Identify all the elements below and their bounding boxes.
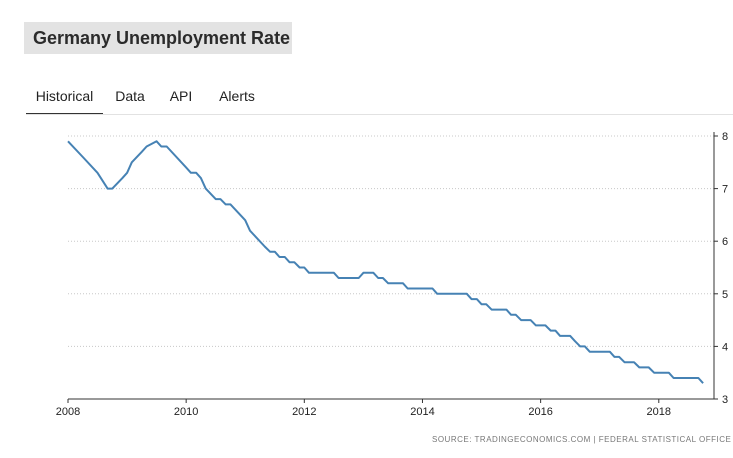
gridlines	[68, 135, 714, 347]
tab-api[interactable]: API	[169, 88, 193, 104]
x-tick-label: 2008	[56, 406, 80, 418]
tab-alerts[interactable]: Alerts	[219, 88, 255, 104]
x-tick-label: 2016	[528, 406, 552, 418]
tab-data[interactable]: Data	[115, 88, 145, 104]
y-tick-label: 5	[722, 289, 728, 301]
series-line	[67, 140, 704, 384]
x-tick-label: 2018	[647, 406, 671, 418]
source-note: SOURCE: TRADINGECONOMICS.COM | FEDERAL S…	[432, 435, 732, 444]
page-title: Germany Unemployment Rate	[33, 27, 291, 48]
tabs-divider	[26, 114, 733, 115]
series-layer	[67, 140, 704, 384]
axes	[67, 132, 718, 403]
y-tick-label: 8	[722, 131, 728, 143]
x-tick-label: 2014	[410, 406, 434, 418]
x-tick-label: 2012	[292, 406, 316, 418]
x-tick-label: 2010	[174, 406, 198, 418]
y-tick-label: 3	[722, 394, 728, 406]
y-tick-label: 4	[722, 341, 728, 353]
tick-labels: 3 4 5 6 7 8 2008 2010 2012 2014 2016 2018	[56, 131, 728, 418]
y-tick-label: 6	[722, 236, 728, 248]
tab-bar: Historical Data API Alerts	[26, 78, 733, 115]
chart-title-box: Germany Unemployment Rate	[24, 22, 292, 54]
y-tick-label: 7	[722, 184, 728, 196]
